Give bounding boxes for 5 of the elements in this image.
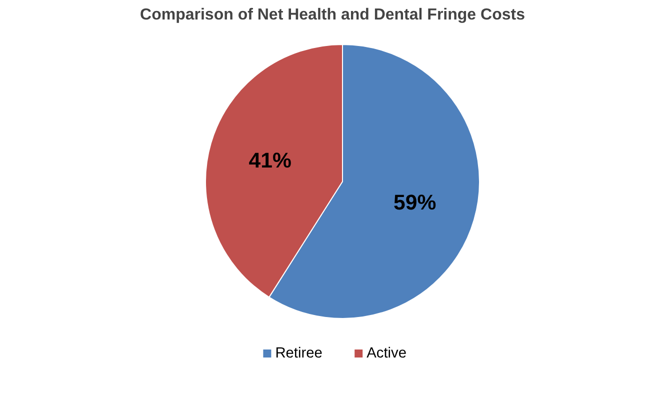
chart-title: Comparison of Net Health and Dental Fringe Costs xyxy=(140,6,526,24)
legend-label: Retiree xyxy=(275,346,322,362)
data-label: 59% xyxy=(394,190,436,215)
data-label: 41% xyxy=(248,148,292,172)
legend-label: Active xyxy=(366,346,407,362)
